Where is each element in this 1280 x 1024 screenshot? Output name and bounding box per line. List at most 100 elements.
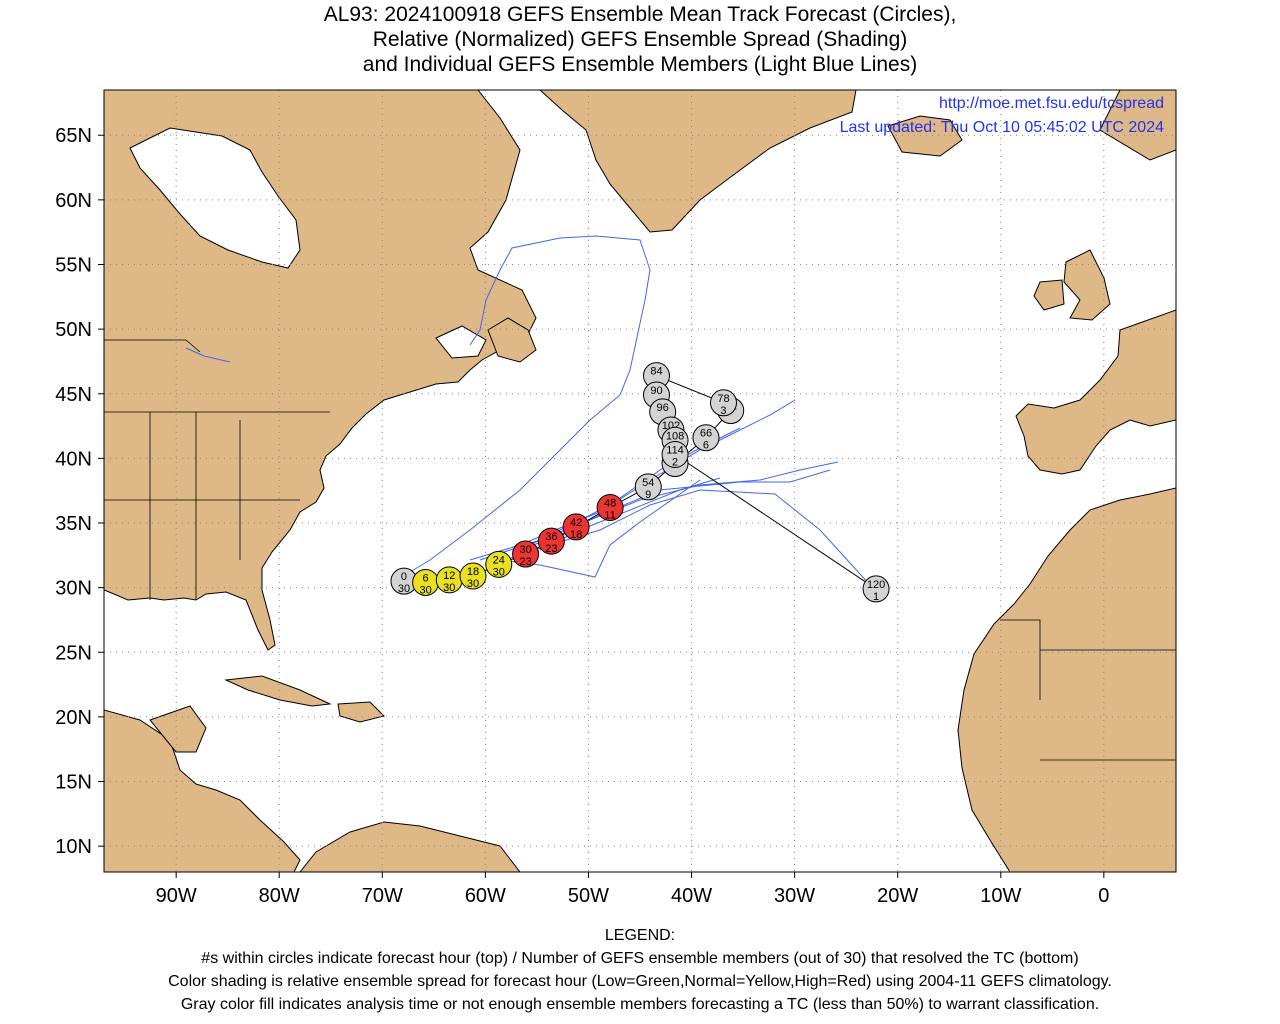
track-circle <box>709 389 737 417</box>
x-axis-ticks: 90W 80W 70W 60W 50W 40W 30W 20W 10W 0 <box>156 872 1109 907</box>
title-line-2: Relative (Normalized) GEFS Ensemble Spre… <box>372 28 908 51</box>
x-tick-label: 0 <box>1098 885 1109 907</box>
forecast-hour-label: 0 <box>401 571 407 583</box>
member-count-label: 9 <box>645 489 651 501</box>
track-circle <box>634 473 662 501</box>
track-circle <box>692 424 720 452</box>
member-track <box>404 235 651 576</box>
track-map: 0306301230183024303023362342184811549606… <box>55 89 1177 907</box>
mean-track-points: 0306301230183024303023362342184811549606… <box>390 362 890 603</box>
africa-landmass <box>957 487 1176 872</box>
ireland <box>1033 279 1065 311</box>
continental-europe <box>1015 309 1176 475</box>
member-count-label: 2 <box>672 457 678 469</box>
x-tick-label: 30W <box>774 885 815 907</box>
south-america-landmass <box>299 821 521 872</box>
forecast-hour-label: 90 <box>650 385 662 397</box>
political-borders <box>104 339 1176 761</box>
forecast-hour-label: 84 <box>650 366 662 378</box>
title-line-1: AL93: 2024100918 GEFS Ensemble Mean Trac… <box>323 3 957 26</box>
credit-updated: Last updated: Thu Oct 10 05:45:02 UTC 20… <box>840 119 1164 136</box>
cuba <box>224 675 332 707</box>
track-point: 630 <box>412 568 440 596</box>
y-tick-label: 55N <box>55 254 92 276</box>
x-tick-label: 20W <box>877 885 918 907</box>
europe-landmass <box>1099 90 1176 161</box>
iceland <box>887 115 963 157</box>
y-tick-label: 50N <box>55 319 92 341</box>
credit-url[interactable]: http://moe.met.fsu.edu/tcspread <box>939 95 1164 112</box>
track-circle <box>661 441 689 469</box>
map-frame <box>103 89 1177 873</box>
forecast-hour-label: 66 <box>700 428 712 440</box>
y-tick-label: 20N <box>55 707 92 729</box>
forecast-hour-label: 48 <box>604 497 616 509</box>
member-count-label: 3 <box>720 405 726 417</box>
forecast-hour-label: 114 <box>666 445 684 457</box>
forecast-hour-label: 42 <box>570 517 582 529</box>
title-line-3: and Individual GEFS Ensemble Members (Li… <box>362 53 918 76</box>
hispaniola <box>337 701 385 723</box>
x-tick-label: 80W <box>259 885 300 907</box>
x-tick-label: 40W <box>671 885 712 907</box>
track-circle <box>862 575 890 603</box>
track-circle <box>537 527 565 555</box>
chart-title: AL93: 2024100918 GEFS Ensemble Mean Trac… <box>0 2 1280 77</box>
forecast-hour-label: 36 <box>545 531 557 543</box>
forecast-hour-label: 108 <box>666 430 684 442</box>
forecast-hour-label: 96 <box>657 402 669 414</box>
greenland <box>539 90 857 233</box>
track-circle <box>596 493 624 521</box>
member-count-label: 23 <box>519 556 531 568</box>
y-tick-label: 10N <box>55 836 92 858</box>
track-circle <box>512 540 540 568</box>
forecast-hour-label: 6 <box>423 572 429 584</box>
x-tick-label: 70W <box>362 885 403 907</box>
y-tick-label: 40N <box>55 448 92 470</box>
track-point: 783 <box>709 389 737 417</box>
track-circle <box>459 562 487 590</box>
y-tick-label: 65N <box>55 125 92 147</box>
legend-heading: LEGEND: <box>604 927 676 944</box>
y-tick-label: 15N <box>55 772 92 794</box>
x-tick-label: 10W <box>980 885 1021 907</box>
y-tick-label: 60N <box>55 190 92 212</box>
forecast-hour-label: 24 <box>493 554 505 566</box>
y-tick-label: 35N <box>55 513 92 535</box>
member-count-label: 30 <box>443 582 455 594</box>
member-count-label: 23 <box>545 543 557 555</box>
yucatan <box>149 705 207 753</box>
track-circle <box>485 550 513 578</box>
track-circle <box>562 513 590 541</box>
member-count-label: 6 <box>703 440 709 452</box>
member-count-label: 30 <box>419 584 431 596</box>
legend-line-2: Color shading is relative ensemble sprea… <box>168 973 1112 990</box>
x-tick-label: 90W <box>156 885 197 907</box>
x-tick-label: 50W <box>568 885 609 907</box>
member-count-label: 18 <box>570 529 582 541</box>
forecast-hour-label: 30 <box>519 544 531 556</box>
hudson-bay <box>129 127 301 269</box>
forecast-hour-label: 12 <box>443 570 455 582</box>
gulf-st-lawrence <box>435 325 487 359</box>
track-point: 030 <box>390 567 418 595</box>
legend-line-3: Gray color fill indicates analysis time … <box>180 996 1100 1013</box>
y-tick-label: 25N <box>55 642 92 664</box>
member-track <box>185 347 231 363</box>
member-count-label: 11 <box>604 509 615 521</box>
member-count-label: 30 <box>398 583 410 595</box>
land-masses <box>104 90 1176 872</box>
great-britain <box>1063 249 1111 321</box>
track-point: 549 <box>634 473 662 501</box>
y-axis-ticks: 65N 60N 55N 50N 45N 40N 35N 30N 25N 20N 15N 10N <box>55 125 104 858</box>
x-tick-label: 60W <box>465 885 506 907</box>
